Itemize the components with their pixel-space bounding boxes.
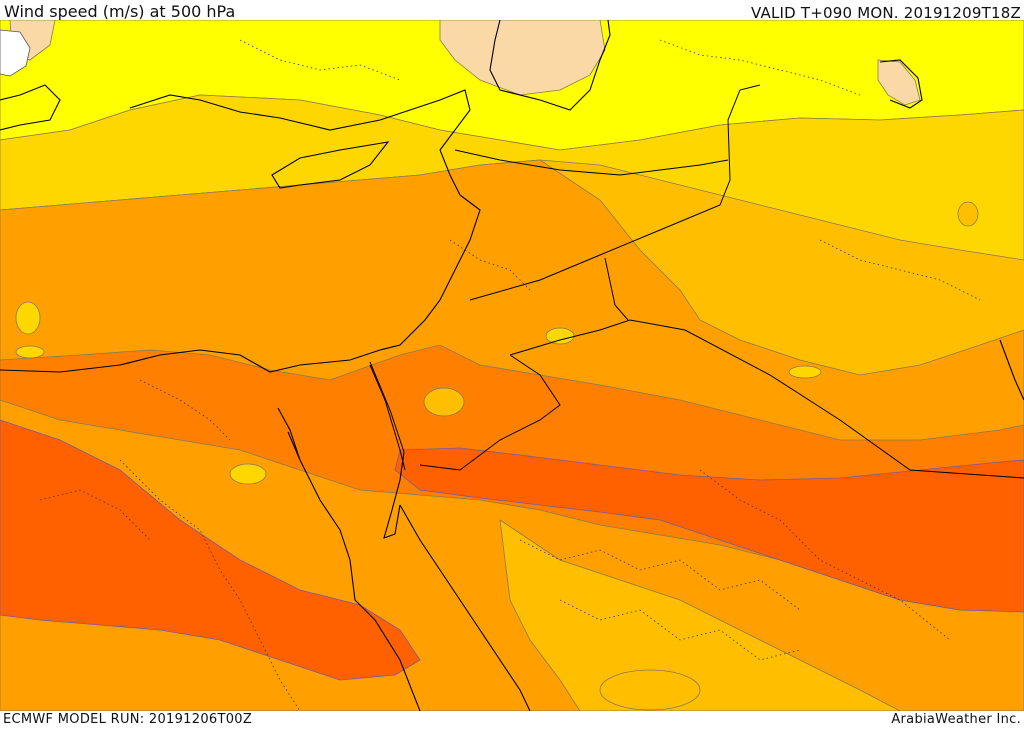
border-jordan-east [419, 354, 561, 471]
band-red-orange-east [394, 447, 1024, 613]
patch-yellow-4 [229, 463, 267, 485]
credit-label: ArabiaWeather Inc. [891, 712, 1021, 727]
patch-peach-caspian [877, 59, 921, 106]
map-title: Wind speed (m/s) at 500 hPa [4, 2, 236, 21]
patch-yellow-7 [957, 201, 979, 227]
admin-boundaries [39, 39, 981, 711]
patch-yellow-6 [788, 365, 822, 379]
valid-time: VALID T+090 MON. 20191209T18Z [751, 4, 1021, 22]
band-red-orange-west [0, 419, 421, 681]
coastlines [0, 20, 1024, 711]
patch-peach-black-sea [439, 20, 606, 96]
patch-yellow-3 [423, 387, 465, 417]
border-jordan-saudi [509, 319, 1024, 479]
coast-caspian [879, 59, 923, 109]
coast-gulf-suez [277, 407, 301, 461]
coast-red-sea-east [399, 504, 531, 711]
coast-gulf [999, 339, 1024, 401]
border-syria-iraq [469, 84, 761, 301]
border-egypt-israel [369, 361, 405, 453]
borders [369, 84, 1024, 479]
coast-turkey-south [129, 89, 471, 196]
coast-levant [379, 194, 481, 351]
patch-yellow-1 [15, 301, 41, 335]
border-iraq-saudi [604, 257, 629, 321]
patch-yellow-2 [15, 345, 45, 359]
header-bar: Wind speed (m/s) at 500 hPa VALID T+090 … [0, 0, 1024, 22]
coast-aegean [0, 84, 61, 131]
patch-white [0, 29, 31, 77]
wind-speed-map [0, 20, 1024, 711]
model-run-label: ECMWF MODEL RUN: 20191206T00Z [3, 712, 253, 727]
border-egypt-sudan [369, 364, 406, 471]
patch-yellow-8 [599, 669, 701, 711]
border-turkey-syria [454, 149, 729, 176]
coast-sinai-suez [287, 431, 421, 711]
footer-bar [0, 711, 1024, 729]
coast-gulf-aqaba [383, 451, 405, 539]
coast-egypt-north [0, 349, 381, 373]
coast-black-sea [489, 20, 611, 111]
band-amber-lower [499, 519, 901, 711]
patch-yellow-5 [545, 327, 575, 345]
coast-cyprus [271, 141, 390, 189]
